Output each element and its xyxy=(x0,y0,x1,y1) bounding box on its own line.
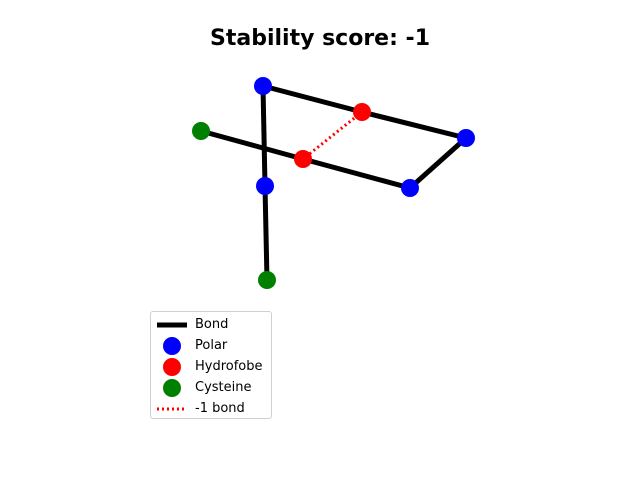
legend-marker-minus-one-bond xyxy=(157,407,187,411)
legend-item-polar: Polar xyxy=(151,336,271,357)
polar-residue-node xyxy=(254,77,272,95)
legend-item-bond: Bond xyxy=(151,315,271,336)
legend-item-hydrofobe: Hydrofobe xyxy=(151,357,271,378)
bond-line xyxy=(302,156,411,191)
residues-layer xyxy=(192,77,475,289)
legend-label: Bond xyxy=(195,317,229,332)
legend-label: Polar xyxy=(195,338,228,353)
legend-marker-polar xyxy=(163,337,181,355)
hydrofobe-residue-node xyxy=(353,103,371,121)
bond-line xyxy=(361,109,467,141)
legend-marker-hydrofobe xyxy=(163,358,181,376)
bond-line xyxy=(408,136,468,190)
cysteine-residue-node xyxy=(192,122,210,140)
polar-residue-node xyxy=(401,179,419,197)
cysteine-residue-node xyxy=(258,271,276,289)
legend-label: Hydrofobe xyxy=(195,359,263,374)
bond-line xyxy=(200,128,304,162)
legend-item-cysteine: Cysteine xyxy=(151,378,271,399)
bond-line xyxy=(262,83,363,115)
legend-label: -1 bond xyxy=(195,401,245,416)
legend-label: Cysteine xyxy=(195,380,252,395)
polar-residue-node xyxy=(457,129,475,147)
legend-marker-cysteine xyxy=(163,379,181,397)
minus-one-bond-line xyxy=(302,110,363,161)
legend-marker-bond xyxy=(157,322,187,328)
bond-line xyxy=(262,185,270,281)
legend-item-minus-one-bond: -1 bond xyxy=(151,399,271,420)
bond-line xyxy=(260,85,268,187)
legend: Bond Polar Hydrofobe Cysteine -1 bond xyxy=(150,311,272,419)
polar-residue-node xyxy=(256,177,274,195)
bonds-layer xyxy=(200,83,468,281)
hydrofobe-residue-node xyxy=(294,150,312,168)
chart-title: Stability score: -1 xyxy=(209,26,430,51)
minus-one-bonds-layer xyxy=(302,110,363,161)
